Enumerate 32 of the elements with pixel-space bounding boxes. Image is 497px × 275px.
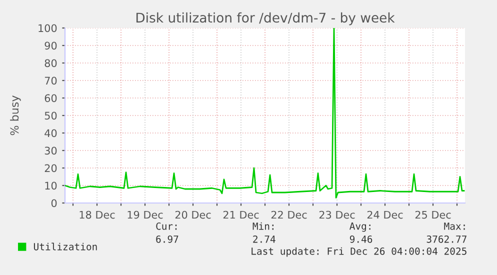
text: 9.46 xyxy=(350,235,372,243)
x-tick-label: 23 Dec xyxy=(319,210,355,219)
y-tick-label: 50 xyxy=(44,112,57,120)
text: 2.74 xyxy=(253,235,276,243)
text: Last update: Fri Dec 26 04:00:04 2025 xyxy=(252,247,466,257)
y-axis-title: % busy xyxy=(10,96,21,136)
y-tick-label: 20 xyxy=(44,164,57,172)
legend-label: Utilization xyxy=(34,242,97,250)
x-tick-label: 18 Dec xyxy=(80,210,115,219)
text: Avg: xyxy=(350,222,370,232)
y-tick-label: 60 xyxy=(44,94,57,102)
x-tick-label: 21 Dec xyxy=(223,210,259,219)
y-tick-label: 0 xyxy=(51,199,57,208)
y-tick-label: 30 xyxy=(44,146,57,155)
line-series xyxy=(65,28,465,198)
y-tick-label: 10 xyxy=(45,182,57,190)
x-tick-label: 19 Dec xyxy=(128,210,163,219)
y-tick-label: 70 xyxy=(44,76,57,85)
text: 3762.77 xyxy=(426,235,466,243)
x-tick-label: 24 Dec xyxy=(367,210,403,219)
x-tick-label: 25 Dec xyxy=(415,210,451,219)
text: Max: xyxy=(444,222,465,230)
text: 6.97 xyxy=(156,235,178,243)
y-tick-label: 80 xyxy=(44,59,57,68)
text: Cur: xyxy=(156,222,177,230)
text: Min: xyxy=(252,222,274,230)
y-tick-label: 40 xyxy=(44,129,57,138)
y-tick-label: 90 xyxy=(44,42,57,50)
x-tick-label: 22 Dec xyxy=(271,210,307,219)
x-tick-label: 20 Dec xyxy=(175,210,211,219)
y-tick-label: 100 xyxy=(38,24,57,32)
chart-title: Disk utilization for /dev/dm-7 - by week xyxy=(136,12,395,26)
